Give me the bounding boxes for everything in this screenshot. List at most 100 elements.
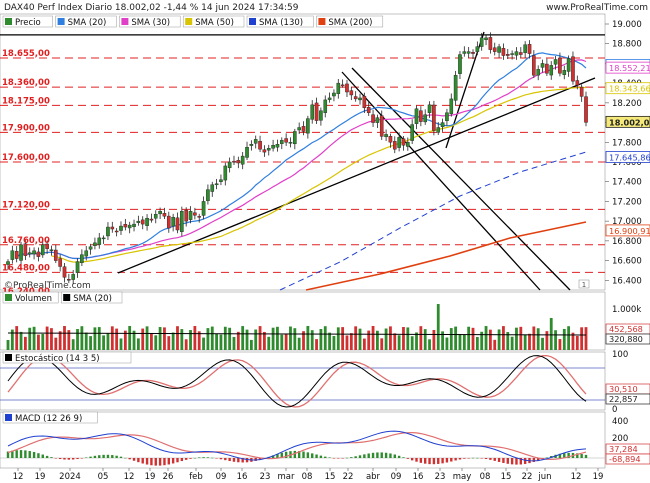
volume-bar: [293, 328, 297, 350]
x-tick-label: 05: [98, 472, 109, 482]
legend-item: [55, 15, 117, 28]
y-tick-label: 17.000: [612, 217, 642, 227]
macd-histogram-bar: [419, 458, 423, 463]
candle-body: [54, 249, 58, 261]
macd-histogram-bar: [141, 458, 144, 464]
volume-bar: [236, 331, 240, 350]
macd-histogram-bar: [311, 453, 314, 458]
macd-histogram-bar: [276, 453, 279, 458]
candle-body: [253, 139, 258, 144]
macd-histogram-bar: [163, 458, 166, 466]
volume-bar: [28, 327, 32, 350]
volume-bar: [202, 337, 205, 350]
volume-bar: [436, 304, 440, 350]
website-label[interactable]: www.ProRealTime.com: [546, 3, 648, 13]
y-tick-label: 16.400: [612, 276, 642, 286]
volume-bar: [345, 335, 349, 350]
y-tick-label: 1.000k: [612, 305, 641, 315]
volume-bar: [367, 330, 371, 350]
volume-bar: [223, 326, 227, 350]
level-label: 16.760,00: [2, 236, 50, 246]
value-label-box: [605, 61, 650, 74]
y-tick-label: 17.800: [612, 138, 642, 148]
stochastic-legend: Estocástico (14 3 5): [2, 351, 132, 364]
candle-body: [532, 55, 536, 76]
macd-histogram-bar: [232, 458, 236, 462]
volume-bar: [119, 338, 123, 350]
candle-body: [505, 54, 510, 56]
volume-bar: [536, 328, 540, 350]
candle-body: [410, 124, 414, 141]
x-tick-label: 09: [391, 472, 402, 482]
macd-histogram-bar: [363, 454, 366, 458]
volume-bar: [510, 336, 514, 350]
x-tick-label: abr: [366, 472, 381, 482]
volume-bar: [375, 330, 379, 350]
candle-body: [310, 104, 315, 120]
macd-histogram-bar: [437, 458, 440, 464]
volume-bar: [523, 334, 527, 350]
volume-bars: [6, 304, 588, 350]
volume-bar: [93, 327, 97, 350]
macd-lines: [0, 430, 605, 466]
legend-item: [182, 15, 245, 28]
panel-resize-handle[interactable]: [578, 279, 590, 289]
macd-histogram-bar: [428, 458, 431, 465]
macd-histogram-bar: [315, 454, 318, 458]
macd-histogram-bar: [128, 458, 131, 460]
volume-bar: [106, 333, 110, 350]
volume-bar: [280, 334, 284, 350]
macd-histogram-bar: [297, 451, 301, 458]
legend-item: [2, 15, 53, 28]
sma200-line: [305, 221, 587, 291]
candle-body: [432, 104, 436, 131]
macd-histogram-bar: [115, 455, 118, 458]
legend-label: MACD (12 26 9): [15, 414, 82, 424]
candle-body: [536, 69, 540, 76]
macd-histogram-bar: [271, 455, 275, 458]
candle-body: [514, 51, 519, 56]
candle-body: [158, 211, 162, 215]
macd-histogram-bar: [380, 452, 383, 458]
x-tick-label: 16: [237, 472, 248, 482]
macd-histogram-bar: [376, 452, 379, 458]
candle-body: [180, 211, 184, 232]
x-tick-label: jun: [537, 472, 551, 482]
value-label: 320,880: [609, 334, 643, 344]
value-label: 17.645,86: [609, 152, 650, 162]
x-tick-label: 22: [343, 472, 354, 482]
candle-body: [523, 44, 527, 53]
legend-swatch: [5, 414, 12, 421]
legend-item: [2, 351, 132, 364]
macd-histogram-bar: [341, 458, 344, 459]
macd-histogram-bar: [302, 451, 305, 458]
volume-bar: [341, 327, 345, 350]
volume-bar: [497, 329, 501, 350]
candle-body: [427, 104, 432, 113]
volume-bar: [249, 339, 253, 350]
candle-body: [110, 226, 115, 230]
price-panel: DAX40 Perf Index Diario 18.002,02 -1,44 …: [0, 3, 650, 297]
x-tick-label: 16: [413, 472, 424, 482]
candle-body: [314, 102, 319, 121]
candle-body: [471, 52, 475, 54]
candle-body: [210, 184, 215, 192]
candle-body: [201, 201, 206, 216]
candle-body: [392, 141, 397, 150]
macd-line: [7, 430, 587, 462]
candle-body: [488, 37, 493, 50]
candle-body: [549, 65, 554, 76]
macd-histogram-bar: [50, 457, 53, 458]
volume-bar: [19, 331, 23, 350]
candle-body: [293, 131, 297, 145]
macd-histogram-bar: [106, 454, 110, 458]
volume-bar: [215, 333, 219, 350]
candle-body: [193, 212, 197, 216]
volume-bar: [6, 340, 10, 350]
candle-body: [449, 98, 454, 115]
macd-histogram-bar: [510, 458, 514, 465]
candle-body: [510, 53, 514, 55]
candle-body: [10, 250, 15, 260]
candle-body: [214, 183, 219, 186]
